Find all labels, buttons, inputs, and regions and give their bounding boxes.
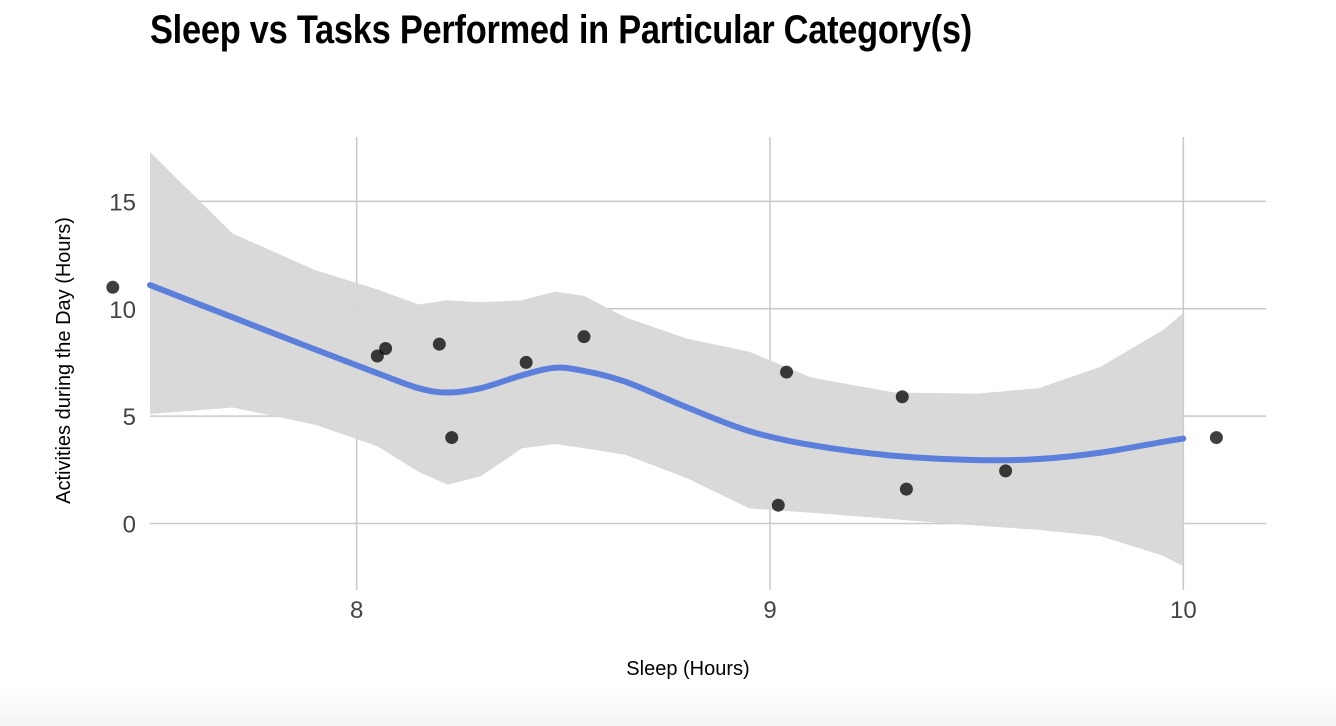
- tick-labels-layer: 8 9 10 0 5 10 15: [109, 189, 1196, 624]
- data-point-8: [771, 498, 785, 512]
- y-tick-label-10: 10: [109, 297, 136, 324]
- data-point-7: [577, 330, 591, 344]
- y-tick-label-15: 15: [109, 189, 136, 216]
- data-point-12: [999, 464, 1013, 478]
- y-tick-label-0: 0: [123, 511, 136, 538]
- data-point-2: [370, 349, 384, 363]
- data-point-6: [519, 355, 533, 369]
- x-axis-title: Sleep (Hours): [626, 658, 749, 680]
- smooth-line-layer: [147, 282, 1187, 464]
- chart-title: Sleep vs Tasks Performed in Particular C…: [150, 8, 972, 52]
- y-axis-title: Activities during the Day (Hours): [53, 217, 75, 504]
- data-points-layer: [106, 280, 1223, 512]
- data-point-1: [106, 280, 120, 294]
- confidence-band: [150, 152, 1184, 567]
- data-point-4: [432, 337, 446, 351]
- x-tick-label-8: 8: [350, 597, 363, 624]
- data-point-11: [899, 482, 913, 496]
- data-point-5: [445, 431, 459, 445]
- data-point-10: [895, 390, 909, 404]
- data-point-9: [780, 365, 794, 379]
- data-point-13: [1209, 431, 1223, 445]
- data-point-3: [379, 341, 393, 355]
- y-tick-label-5: 5: [123, 404, 136, 431]
- x-tick-label-9: 9: [763, 597, 776, 624]
- confidence-band-layer: [150, 152, 1184, 567]
- x-tick-label-10: 10: [1170, 597, 1197, 624]
- smooth-trend-line: [147, 282, 1187, 464]
